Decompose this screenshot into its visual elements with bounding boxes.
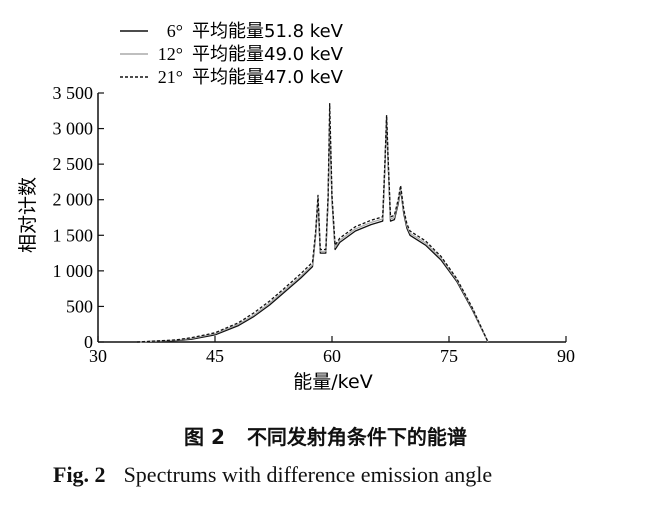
chart-ticks: 30 45 60 75 90 0 500 1 000 1 500 2 000 2 500 3 000 3… — [53, 83, 576, 366]
figure-title-en: Spectrums with difference emission angle — [123, 462, 493, 487]
chart-series-lines — [136, 103, 489, 343]
figure-number-cn: 图 2 — [184, 425, 225, 449]
spectrum-chart: 30 45 60 75 90 0 500 1 000 1 500 2 000 2 500 3 000 3… — [17, 21, 576, 393]
x-tick-label: 90 — [557, 346, 575, 366]
legend-angle: 21° — [158, 67, 183, 87]
series-line-2 — [136, 113, 489, 343]
y-axis-label: 相对计数 — [17, 177, 39, 253]
y-tick-label: 2 000 — [53, 190, 94, 210]
x-tick-label: 30 — [89, 346, 107, 366]
y-tick-label: 0 — [84, 332, 93, 352]
figure-caption-chinese: 图 2 不同发射角条件下的能谱 — [0, 421, 651, 450]
x-axis-label: 能量/keV — [293, 371, 372, 393]
legend-label: 平均能量51.8 keV — [192, 21, 344, 42]
series-line-3 — [136, 103, 489, 343]
y-tick-label: 3 500 — [53, 83, 94, 103]
chart-axes — [97, 93, 566, 343]
y-tick-label: 1 000 — [53, 261, 94, 281]
y-tick-label: 1 500 — [53, 225, 94, 245]
x-tick-label: 60 — [323, 346, 341, 366]
figure-title-cn: 不同发射角条件下的能谱 — [246, 425, 467, 449]
chart-legend: 6° 平均能量51.8 keV 12° 平均能量49.0 keV 21° 平均能量47.0… — [120, 21, 344, 88]
x-tick-label: 75 — [440, 346, 458, 366]
legend-angle: 12° — [158, 44, 183, 64]
legend-label: 平均能量47.0 keV — [192, 67, 344, 88]
y-tick-label: 2 500 — [53, 154, 94, 174]
y-tick-label: 500 — [66, 296, 93, 316]
figure-caption-english: Fig. 2 Spectrums with difference emission… — [53, 462, 492, 488]
figure-number-en: Fig. 2 — [53, 462, 106, 487]
series-line-1 — [136, 117, 489, 343]
legend-label: 平均能量49.0 keV — [192, 44, 344, 65]
x-tick-label: 45 — [206, 346, 224, 366]
legend-angle: 6° — [167, 21, 183, 41]
y-tick-label: 3 000 — [53, 119, 94, 139]
